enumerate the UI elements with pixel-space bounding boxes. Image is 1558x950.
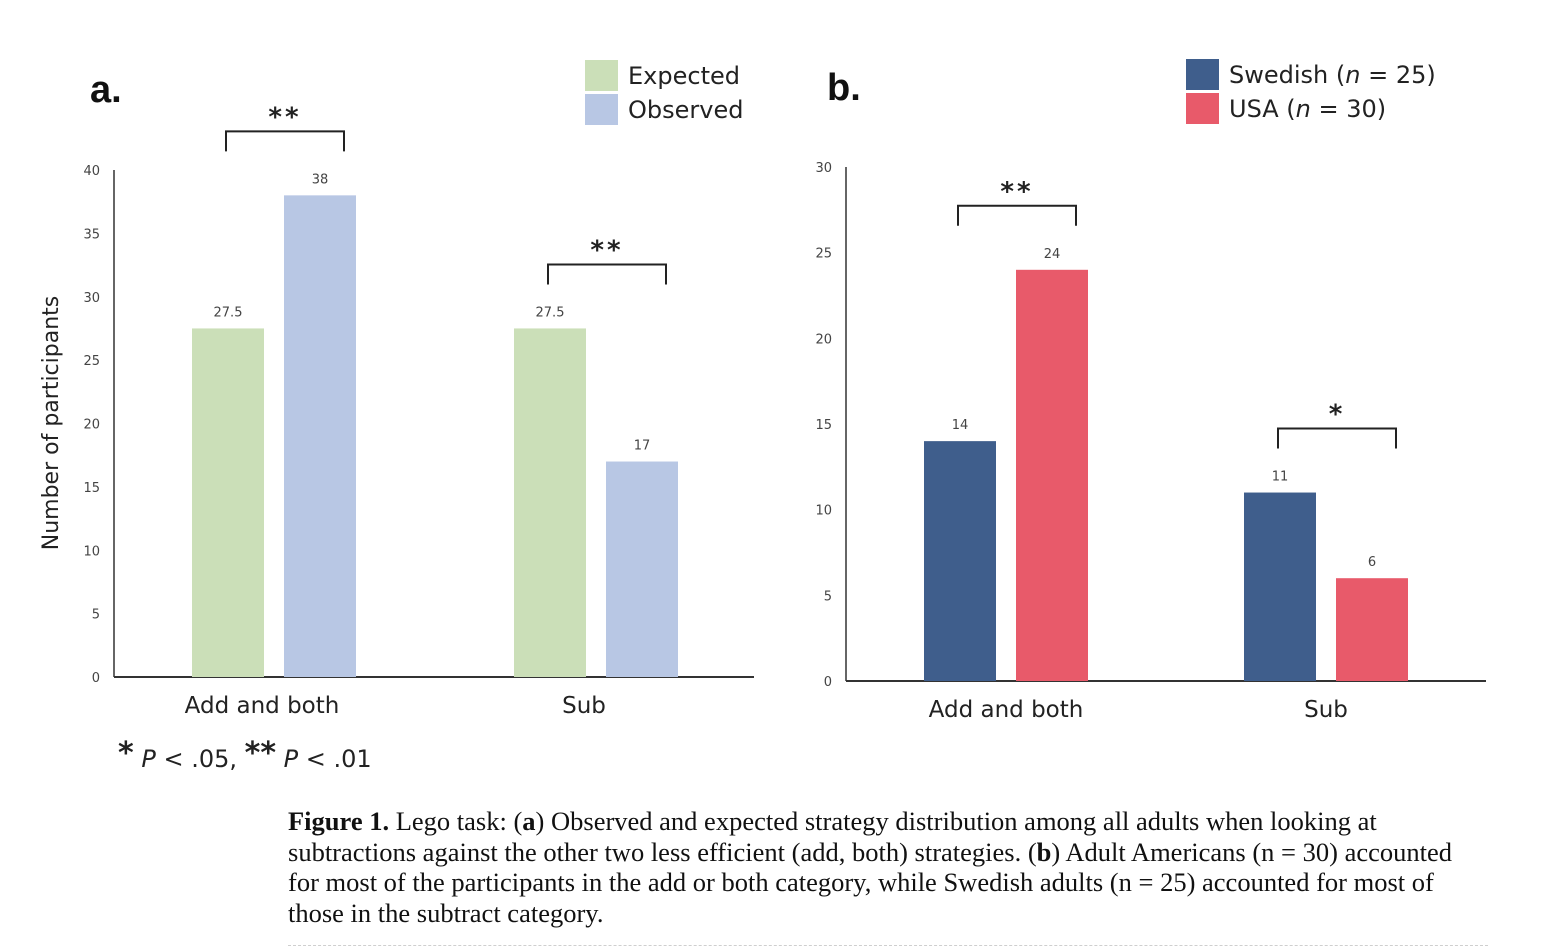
panel-a-significance-bracket [225,130,345,152]
panel-a-y-tick-label: 0 [92,671,100,686]
panel-a-data-label: 38 [312,172,329,187]
footnote-star-2: ** [244,736,277,771]
panel-b-y-tick-label: 15 [815,418,832,433]
panel-a-data-label: 27.5 [536,305,565,320]
panel-a-y-tick-label: 5 [92,608,100,623]
panel-a-y-tick-label: 15 [83,481,100,496]
panel-b-bar [1016,269,1088,681]
panel-b-significance-bracket [957,204,1077,226]
caption-bold-a: a [522,806,536,836]
panel-b-legend-swatch [1186,59,1219,90]
panel-a-data-label: 27.5 [214,305,243,320]
caption-bold-b: b [1036,836,1052,867]
caption-label: Figure 1. [288,806,390,836]
panel-a-legend-swatch [585,94,618,125]
panel-b-data-label: 24 [1044,247,1061,262]
panel-a-legend-label: Expected [628,62,740,90]
panel-a-significance-stars: ** [590,235,623,265]
panel-b-bar [924,441,996,681]
panel-b-legend-label: USA (n = 30) [1229,95,1386,123]
panel-a-bar [284,195,356,677]
panel-b-significance-stars: ** [1000,177,1033,207]
panel-b-bar [1244,492,1316,681]
panel-a-bar [514,328,586,677]
panel-a-legend-swatch [585,60,618,91]
footnote-threshold-1: < .05, [155,745,245,773]
panel-a-y-tick-label: 40 [83,164,100,179]
panel-a-y-tick-label: 25 [83,354,100,369]
panel-a-label: a. [90,69,122,111]
panel-a-x-category-label: Add and both [185,693,340,719]
panel-b-significance-stars: * [1329,400,1346,430]
panel-b-data-label: 11 [1272,470,1289,485]
panel-b-x-category-label: Sub [1304,697,1348,723]
panel-b-y-tick-label: 20 [815,332,832,347]
panel-a-y-tick-label: 20 [83,418,100,433]
panel-b-bar [1336,578,1408,681]
caption-text-1: Lego task: ( [389,806,523,836]
panel-a-x-category-label: Sub [562,693,606,719]
figure-canvas: a. 0 5 10 15 20 25 30 35 40 Number of participants… [39,59,1486,723]
panel-b-data-label: 6 [1368,555,1376,570]
footnote-p-1: P [141,745,156,773]
panel-a-legend-label: Observed [628,96,743,124]
panel-b-y-tick-label: 5 [824,589,832,604]
caption-text-3: ) Adult Americans (n = 30) accounted for… [288,836,1452,928]
footnote-threshold-2: < .01 [298,745,372,773]
panel-a-y-tick-label: 10 [83,544,100,559]
panel-b-y-tick-label: 30 [815,161,832,176]
panel-a-significance-bracket [547,263,667,285]
significance-footnote: * P < .05, ** P < .01 [118,736,372,773]
panel-a-bar [606,461,678,677]
panel-b-y-tick-label: 0 [824,675,832,690]
panel-a-data-label: 17 [634,439,651,454]
caption-text-2: ) Observed and expected strategy distrib… [288,806,1377,867]
panel-a-y-tick-label: 30 [83,291,100,306]
panel-b-significance-bracket [1277,427,1397,449]
panel-b-label: b. [827,67,861,109]
panel-b-legend-swatch [1186,93,1219,124]
footnote-star-1: * [118,736,134,771]
panel-b-y-tick-label: 25 [815,247,832,262]
panel-b-legend-label: Swedish (n = 25) [1229,61,1436,89]
panel-b-y-tick-label: 10 [815,504,832,519]
panel-a-significance-stars: ** [268,102,301,132]
figure-caption: Figure 1. Lego task: (a) Observed and ex… [288,806,1473,928]
panel-a-y-axis-label: Number of participants [39,296,64,550]
footnote-p-2: P [283,745,299,773]
panel-a-y-tick-label: 35 [83,227,100,242]
panel-b-x-category-label: Add and both [929,697,1084,723]
panel-a-bar [192,328,264,677]
panel-b-data-label: 14 [952,418,969,433]
caption-divider [288,945,1488,946]
